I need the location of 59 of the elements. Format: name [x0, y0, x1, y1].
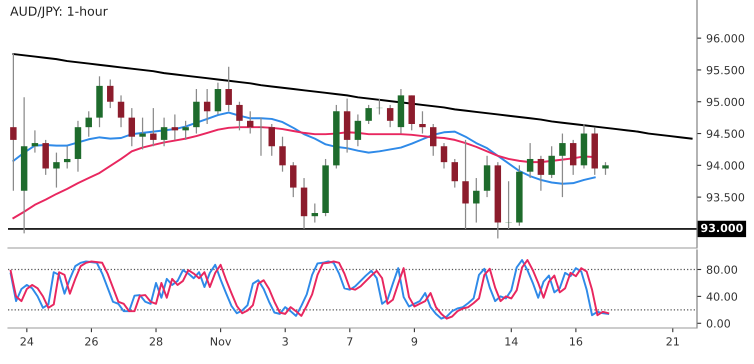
candlestick — [419, 110, 426, 134]
x-tick-label: 3 — [282, 337, 288, 346]
candlestick — [172, 114, 178, 141]
x-tick-label: 16 — [570, 337, 582, 346]
ref-line-label: 93.000 — [701, 224, 743, 232]
y-tick-label: 95.000 — [706, 98, 744, 106]
x-tick-label: 7 — [347, 337, 352, 346]
candlestick — [128, 107, 136, 147]
candlestick — [386, 104, 394, 128]
x-tick-label: Nov — [210, 337, 232, 346]
chart-title: AUD/JPY: 1-hour — [10, 6, 108, 18]
candlestick — [430, 123, 436, 156]
candlestick — [214, 82, 222, 116]
x-tick-label: 28 — [150, 337, 162, 346]
candlestick — [225, 66, 232, 112]
candlestick — [160, 117, 168, 147]
line-series — [10, 259, 610, 320]
candlestick — [440, 142, 448, 170]
candlestick — [290, 162, 297, 198]
candlestick — [538, 155, 544, 192]
candlestick — [365, 104, 372, 125]
candlestick — [354, 114, 362, 147]
candlestick — [473, 177, 480, 224]
candlestick — [150, 107, 157, 147]
candlestick — [526, 142, 534, 179]
x-tick-label: 14 — [505, 337, 518, 346]
y-tick-label: 0.00 — [706, 319, 730, 328]
candlestick — [570, 139, 576, 176]
x-tick-label: 26 — [85, 337, 98, 346]
y-tick-label: 94.500 — [706, 130, 744, 138]
candlestick — [118, 94, 124, 128]
candlestick — [559, 132, 566, 198]
candlestick — [268, 123, 275, 156]
candlestick — [204, 88, 210, 125]
candlestick — [182, 120, 189, 141]
line-series — [12, 53, 693, 140]
candlestick — [246, 110, 254, 134]
y-tick-label: 96.000 — [706, 34, 744, 43]
candlestick — [53, 152, 60, 188]
y-tick-label: 40.00 — [706, 292, 738, 301]
candlestick — [312, 202, 318, 224]
candlestick — [452, 158, 458, 188]
candlestick — [139, 117, 146, 150]
candlestick — [10, 52, 17, 192]
y-tick-label: 94.000 — [706, 161, 744, 170]
candlestick — [64, 146, 70, 170]
candlestick — [462, 139, 469, 230]
x-tick-label: 21 — [666, 337, 679, 346]
candlestick — [86, 110, 92, 138]
candlestick — [236, 101, 243, 131]
y-tick-label: 95.500 — [706, 66, 744, 74]
y-tick-label: 80.00 — [706, 265, 738, 274]
x-tick-label: 24 — [20, 337, 34, 346]
candlestick — [32, 130, 38, 154]
candlestick — [107, 78, 114, 109]
candlestick — [279, 136, 286, 172]
candlestick — [548, 146, 555, 179]
y-tick-label: 93.500 — [706, 193, 744, 202]
x-tick-label: 9 — [412, 337, 418, 346]
